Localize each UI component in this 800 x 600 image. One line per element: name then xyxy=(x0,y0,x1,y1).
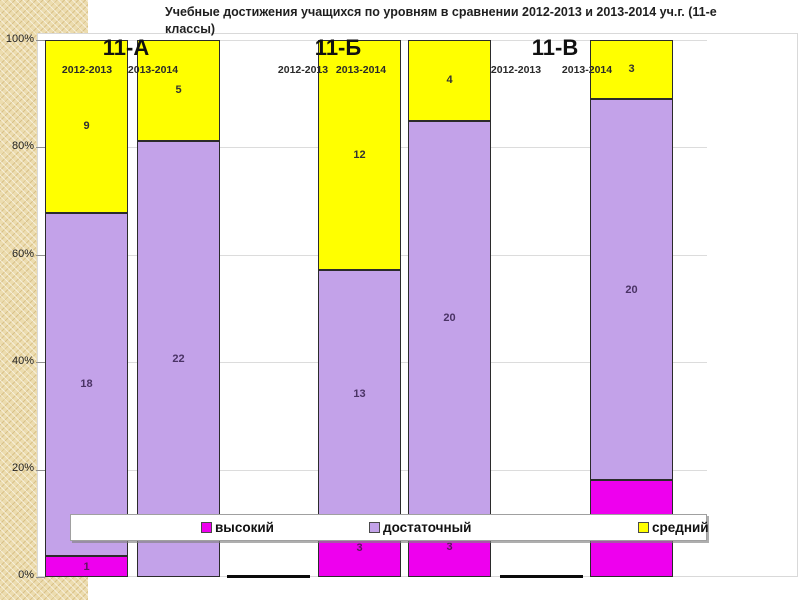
chart-title-line1: Учебные достижения учащихся по уровням в… xyxy=(165,5,717,19)
bar-value-label: 1 xyxy=(83,560,90,573)
y-axis-tick-icon xyxy=(36,147,45,148)
legend-label-sufficient: достаточный xyxy=(383,520,472,535)
bar-segment-средний: 12 xyxy=(318,40,401,270)
legend: высокий достаточный средний xyxy=(70,514,709,541)
bar-year-label: 2013-2014 xyxy=(127,64,179,76)
group-label-11-А: 11-А xyxy=(102,35,150,60)
bar-value-label: 13 xyxy=(353,387,366,400)
bar-value-label: 5 xyxy=(175,84,182,97)
legend-swatch-sufficient-icon xyxy=(369,522,380,533)
y-axis-label-60: 60% xyxy=(11,248,34,260)
bar-value-label: 18 xyxy=(80,378,93,391)
bar-year-label: 2012-2013 xyxy=(61,64,113,76)
bar-value-label: 20 xyxy=(625,283,638,296)
legend-label-high: высокий xyxy=(215,520,274,535)
bar-segment-высокий: 1 xyxy=(45,556,128,577)
legend-label-medium: средний xyxy=(652,520,709,535)
bar-segment-достаточный: 13 xyxy=(318,269,401,519)
bar-year-label: 2012-2013 xyxy=(490,64,542,76)
stacked-bar-11-Б-2012-2013: 12 13 3 xyxy=(318,40,401,577)
bar-segment-достаточный: 20 xyxy=(408,120,491,516)
y-axis-label-100: 100% xyxy=(5,33,34,45)
legend-item-sufficient: достаточный xyxy=(369,515,471,540)
group-label-11-В: 11-В xyxy=(531,35,579,60)
y-axis-label-20: 20% xyxy=(11,462,34,474)
bar-year-label: 2013-2014 xyxy=(335,64,387,76)
legend-item-high: высокий xyxy=(201,515,274,540)
empty-category-underscore xyxy=(500,575,583,578)
bar-segment-средний: 3 xyxy=(590,40,673,99)
chart-title-line2: классы) xyxy=(165,22,216,36)
bar-value-label: 22 xyxy=(172,352,185,365)
stacked-bar-11-А-2012-2013: 9 18 1 xyxy=(45,40,128,577)
y-axis-label-0: 0% xyxy=(18,569,34,581)
bar-segment-достаточный: 22 xyxy=(137,140,220,577)
bar-value-label: 3 xyxy=(628,63,635,76)
y-axis-tick-icon xyxy=(36,470,45,471)
empty-category-underscore xyxy=(227,575,310,578)
bar-segment-достаточный: 18 xyxy=(45,212,128,557)
bar-value-label: 4 xyxy=(446,74,453,87)
bar-segment-достаточный: 20 xyxy=(590,98,673,481)
bar-value-label: 20 xyxy=(443,312,456,325)
stacked-bar-11-В-2013-2014: 3 20 xyxy=(590,40,673,577)
bar-value-label: 12 xyxy=(353,148,366,161)
bar-segment-средний: 5 xyxy=(137,40,220,141)
legend-swatch-medium-icon xyxy=(638,522,649,533)
bar-segment-средний: 4 xyxy=(408,40,491,121)
chart-title: Учебные достижения учащихся по уровням в… xyxy=(165,4,775,38)
bar-value-label: 3 xyxy=(356,541,363,554)
bar-year-label: 2012-2013 xyxy=(277,64,329,76)
y-axis-label-40: 40% xyxy=(11,355,34,367)
stacked-bar-11-А-2013-2014: 5 22 xyxy=(137,40,220,577)
y-axis-tick-icon xyxy=(36,40,45,41)
y-axis-tick-icon xyxy=(36,362,45,363)
legend-swatch-high-icon xyxy=(201,522,212,533)
group-label-11-Б: 11-Б xyxy=(314,35,362,60)
y-axis-tick-icon xyxy=(36,255,45,256)
bar-value-label: 3 xyxy=(446,540,453,553)
y-axis-tick-icon xyxy=(36,577,45,578)
bar-segment-средний: 9 xyxy=(45,40,128,213)
bar-value-label: 9 xyxy=(83,120,90,133)
stacked-bar-11-Б-2013-2014: 4 20 3 xyxy=(408,40,491,577)
legend-item-medium: средний xyxy=(638,515,709,540)
bar-year-label: 2013-2014 xyxy=(561,64,613,76)
y-axis-label-80: 80% xyxy=(11,140,34,152)
